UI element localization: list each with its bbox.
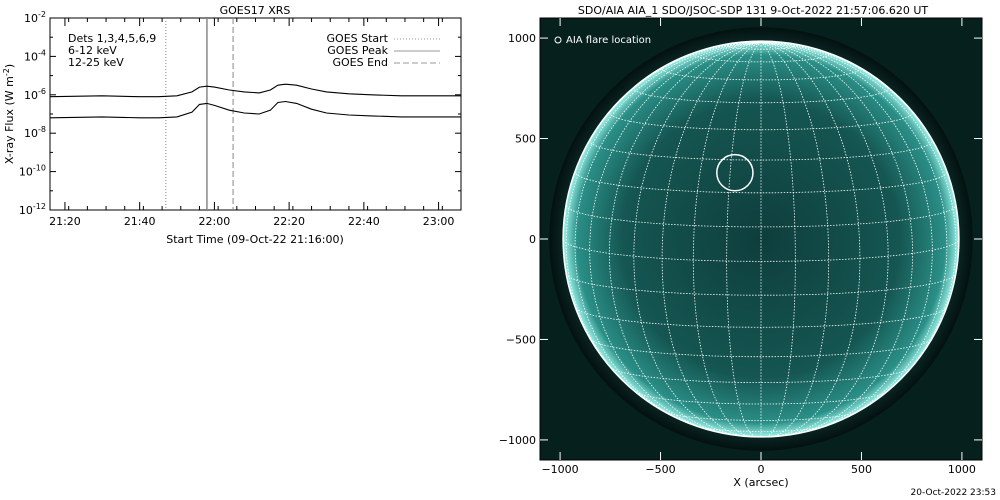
flare-legend-marker: [554, 36, 562, 44]
longitude-line: [760, 42, 796, 438]
goes-x-ticks: 21:20 21:40 22:00 22:20 22:40 23:00: [49, 18, 462, 228]
legend-goes-end-label: GOES End: [332, 56, 388, 69]
aia-x-ticks: −1000 −500 0 500 1000: [541, 18, 976, 476]
aia-x-tick-label: 0: [758, 463, 765, 476]
aia-chart-title: SDO/AIA AIA_1 SDO/JSOC-SDP 131 9-Oct-202…: [578, 4, 929, 17]
y-tick-label: 10-8: [24, 125, 46, 140]
flare-legend-label: AIA flare location: [566, 35, 651, 46]
aia-y-tick-label: −1000: [499, 434, 536, 447]
solar-limb: [562, 40, 960, 438]
flare-location-marker: [716, 153, 754, 192]
heliographic-grid: [562, 40, 960, 438]
x-tick-label: 21:40: [124, 215, 156, 228]
longitude-line: [633, 42, 762, 437]
longitude-line: [760, 42, 861, 437]
footer-timestamp: 20-Oct-2022 23:53: [910, 488, 996, 498]
latitude-line: [661, 66, 861, 81]
x-tick-label: 23:00: [423, 215, 455, 228]
longitude-line: [661, 42, 762, 437]
latitude-line: [590, 338, 932, 358]
longitude-line: [565, 42, 762, 401]
longitude-line: [589, 42, 762, 433]
y-tick-label: 10-10: [19, 164, 46, 179]
longitude-line: [760, 42, 933, 433]
y-tick-label: 10-2: [24, 10, 46, 25]
legend-goes-start-label: GOES Start: [327, 32, 389, 45]
latitude-line: [565, 273, 957, 296]
latitude-line: [565, 205, 957, 228]
aia-x-axis-label: X (arcsec): [733, 476, 788, 489]
x-tick-label: 22:00: [199, 215, 231, 228]
latitude-line: [609, 112, 913, 131]
aia-y-tick-label: 500: [515, 133, 536, 146]
longitude-line: [760, 42, 948, 426]
aia-y-tick-label: −500: [506, 333, 536, 346]
band-label-6-12-kev: 6-12 keV: [68, 44, 117, 57]
goes-x-axis-label: Start Time (09-Oct-22 21:16:00): [166, 233, 344, 246]
aia-x-tick-label: 500: [851, 463, 872, 476]
latitude-line: [693, 51, 829, 63]
goes-y-ticks: 10-12 10-10 10-8 10-6 10-4 10-2: [19, 10, 461, 217]
aia-y-ticks: −1000 −500 0 500 1000: [499, 32, 982, 447]
longitude-line: [760, 42, 957, 401]
goes-event-markers: [165, 18, 234, 210]
longitude-line: [760, 42, 914, 435]
band-label-12-25-kev: 12-25 keV: [68, 56, 124, 69]
longitude-line: [574, 42, 762, 426]
x-tick-label: 22:20: [273, 215, 305, 228]
goes-chart-title: GOES17 XRS: [220, 4, 291, 17]
aia-x-tick-label: 1000: [948, 463, 976, 476]
goes-legend: GOES Start GOES Peak GOES End: [327, 32, 440, 69]
goes-xrs-chart: GOES17 XRS 10-12 10-10 10-8 10-6 10-4 10-2 21…: [2, 4, 462, 246]
goes-series: [49, 83, 461, 119]
latitude-line: [562, 239, 960, 262]
y-tick-label: 10-12: [19, 202, 46, 217]
solar-disk: [563, 41, 959, 437]
aia-x-tick-label: −500: [645, 463, 675, 476]
aia-y-tick-label: 0: [529, 233, 536, 246]
longitude-line: [608, 42, 762, 435]
y-tick-label: 10-6: [24, 87, 46, 102]
longitude-line: [726, 42, 762, 438]
latitude-line: [633, 86, 889, 104]
longitude-line: [692, 42, 762, 437]
aia-y-tick-label: 1000: [508, 32, 536, 45]
detectors-label: Dets 1,3,4,5,6,9: [68, 32, 156, 45]
goes-series-line-1: [49, 100, 461, 119]
x-tick-label: 21:20: [49, 215, 81, 228]
longitude-line: [760, 42, 830, 437]
goes-series-line-0: [49, 83, 461, 98]
latitude-line: [635, 391, 887, 405]
longitude-line: [760, 42, 889, 437]
y-tick-label: 10-4: [24, 48, 46, 63]
aia-image-chart: SDO/AIA AIA_1 SDO/JSOC-SDP 131 9-Oct-202…: [499, 4, 983, 489]
latitude-line: [698, 426, 824, 432]
legend-goes-peak-label: GOES Peak: [327, 44, 388, 57]
goes-y-axis-label: X-ray Flux (W m-2): [2, 64, 16, 164]
aia-x-tick-label: −1000: [541, 463, 578, 476]
x-tick-label: 22:40: [348, 215, 380, 228]
